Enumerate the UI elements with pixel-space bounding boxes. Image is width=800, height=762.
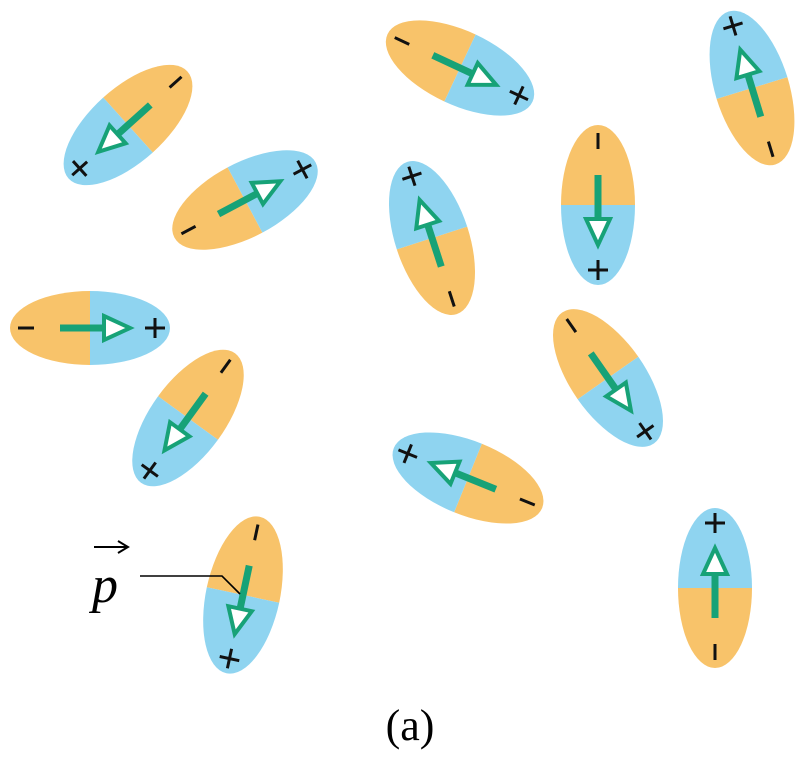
dipoles [10,1,800,681]
dipole [44,44,212,206]
negative-half [207,509,296,603]
dipole [372,1,548,136]
caption: (a) [386,701,435,750]
dipole [561,125,635,285]
dipole [380,414,556,543]
dipole [693,1,800,176]
dipole [678,508,752,668]
dipole [190,509,296,681]
dipole [532,291,684,465]
dipole [157,130,333,270]
dipole-diagram: p (a) [0,0,800,762]
dipole [372,150,492,325]
vector-label: p [88,557,118,614]
dipole [10,291,170,365]
